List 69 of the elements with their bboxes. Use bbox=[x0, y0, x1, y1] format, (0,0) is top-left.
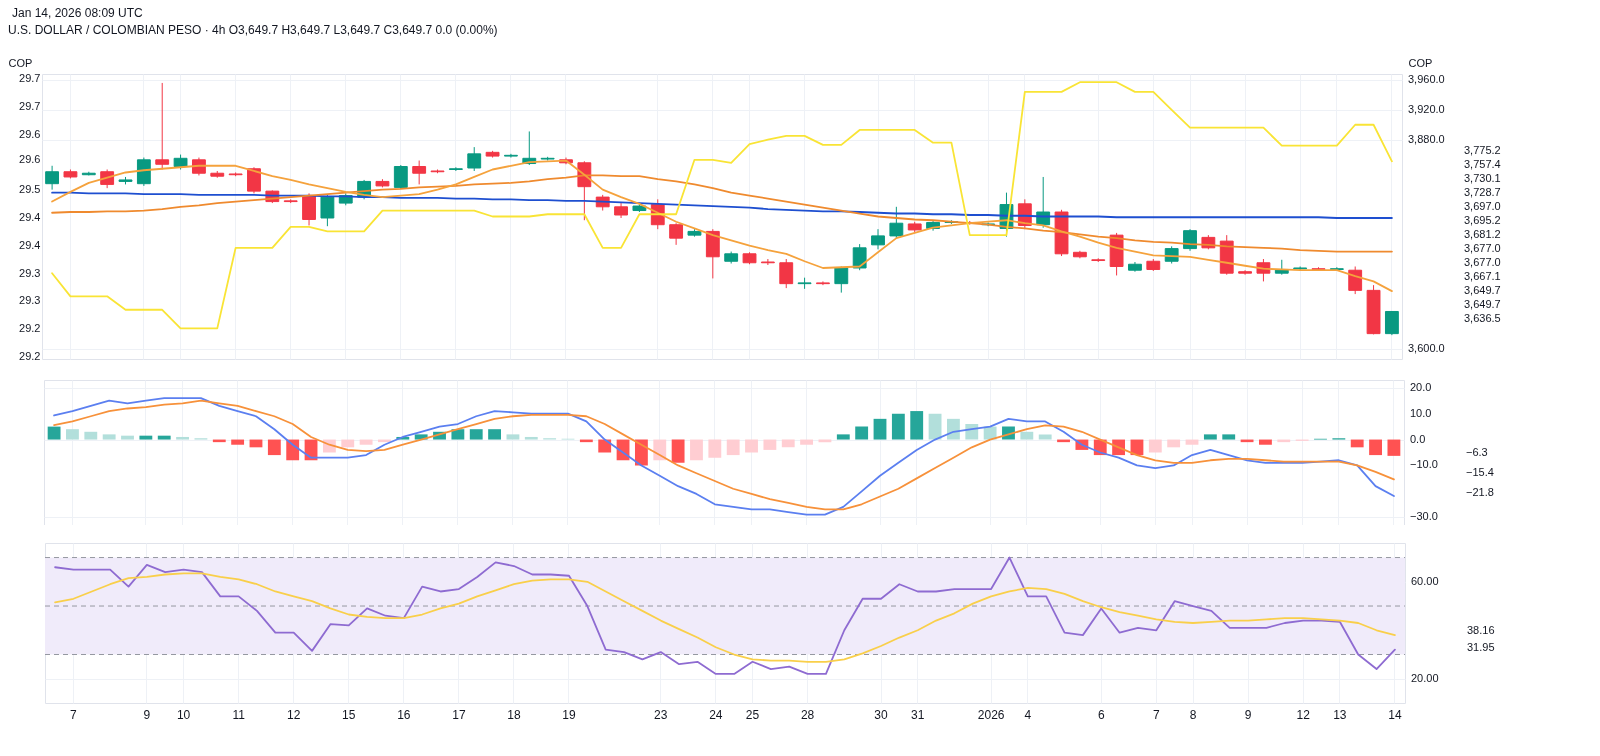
y2-tick-label: 29.5 bbox=[19, 183, 41, 196]
text: −15.4 bbox=[1466, 465, 1494, 478]
text: 3,649.7 bbox=[1464, 283, 1501, 296]
x-tick-label: 7 bbox=[70, 707, 78, 722]
text: 3,681.2 bbox=[1464, 227, 1501, 240]
y2-tick-label: 29.4 bbox=[19, 211, 41, 224]
x-tick-label: 16 bbox=[397, 707, 411, 722]
y2-tick-label: 29.3 bbox=[19, 294, 41, 307]
text: −21.8 bbox=[1466, 485, 1494, 498]
text: 31.95 bbox=[1467, 641, 1495, 653]
x-tick-label: 30 bbox=[874, 707, 888, 722]
y-tick-label: 0.0 bbox=[1410, 432, 1426, 445]
x-tick-label: 2026 bbox=[977, 707, 1005, 722]
y-tick-label: 20.00 bbox=[1411, 671, 1439, 684]
text: 3,730.1 bbox=[1464, 171, 1501, 184]
y-tick-label: 3,920.0 bbox=[1408, 102, 1445, 115]
text: 3,677.0 bbox=[1464, 255, 1501, 268]
y-tick-label: 3,880.0 bbox=[1408, 132, 1445, 145]
y-tick-label: 60.00 bbox=[1411, 574, 1439, 587]
y-tick-label: 3,600.0 bbox=[1408, 341, 1445, 354]
x-tick-label: 12 bbox=[287, 707, 301, 722]
text: 3,677.0 bbox=[1464, 241, 1501, 254]
y2-axis-title: COP bbox=[8, 56, 33, 69]
text: −6.3 bbox=[1466, 445, 1488, 458]
y2-tick-label: 29.3 bbox=[19, 266, 41, 279]
x-tick-label: 8 bbox=[1189, 707, 1197, 722]
y-tick-label: −30.0 bbox=[1410, 510, 1438, 523]
chart-subtitle: Jan 14, 2026 08:09 UTC bbox=[11, 5, 144, 20]
x-tick-label: 23 bbox=[654, 707, 668, 722]
x-tick-label: 11 bbox=[232, 707, 246, 722]
y-axis-title: COP bbox=[1408, 56, 1433, 69]
y-tick-label: 10.0 bbox=[1410, 406, 1432, 419]
y2-tick-label: 29.6 bbox=[19, 152, 41, 165]
chart-title: U.S. DOLLAR / COLOMBIAN PESO · 4h O3,649.7 H3,649.7 L3,649.7 C3,649.7 0.0 (0.00%) bbox=[8, 23, 498, 37]
text: 38.16 bbox=[1467, 624, 1495, 636]
text: 3,697.0 bbox=[1464, 199, 1501, 212]
x-tick-label: 15 bbox=[342, 707, 356, 722]
y2-tick-label: 29.7 bbox=[19, 100, 41, 113]
x-tick-label: 6 bbox=[1097, 707, 1105, 722]
x-tick-label: 28 bbox=[800, 707, 815, 722]
text: 3,775.2 bbox=[1464, 143, 1501, 156]
y2-tick-label: 29.7 bbox=[19, 72, 41, 85]
x-tick-label: 19 bbox=[562, 707, 576, 722]
y2-tick-label: 29.2 bbox=[19, 322, 41, 334]
x-tick-label: 14 bbox=[1388, 707, 1402, 722]
text: 3,636.5 bbox=[1464, 311, 1501, 324]
y-tick-label: 3,960.0 bbox=[1408, 72, 1445, 85]
x-tick-label: 17 bbox=[452, 707, 466, 722]
y2-tick-label: 29.6 bbox=[19, 127, 41, 140]
x-tick-label: 7 bbox=[1152, 707, 1160, 722]
x-tick-label: 12 bbox=[1296, 707, 1311, 722]
text: 3,667.1 bbox=[1464, 269, 1501, 282]
y2-tick-label: 29.4 bbox=[19, 238, 41, 251]
x-tick-label: 10 bbox=[176, 707, 191, 722]
x-tick-label: 9 bbox=[143, 707, 151, 722]
text: 3,757.4 bbox=[1464, 157, 1501, 170]
x-tick-label: 31 bbox=[911, 707, 925, 722]
x-tick-label: 18 bbox=[507, 707, 521, 722]
text: 3,695.2 bbox=[1464, 213, 1501, 226]
y-tick-label: −10.0 bbox=[1410, 458, 1438, 471]
text: 3,728.7 bbox=[1464, 185, 1501, 198]
x-tick-label: 25 bbox=[745, 707, 760, 722]
x-tick-label: 4 bbox=[1024, 707, 1032, 722]
y-tick-label: 20.0 bbox=[1410, 380, 1432, 393]
y2-tick-label: 29.2 bbox=[19, 349, 41, 362]
x-tick-label: 24 bbox=[709, 707, 723, 722]
text: 3,649.7 bbox=[1464, 297, 1501, 310]
x-tick-label: 13 bbox=[1333, 707, 1347, 722]
x-tick-label: 9 bbox=[1244, 707, 1252, 722]
